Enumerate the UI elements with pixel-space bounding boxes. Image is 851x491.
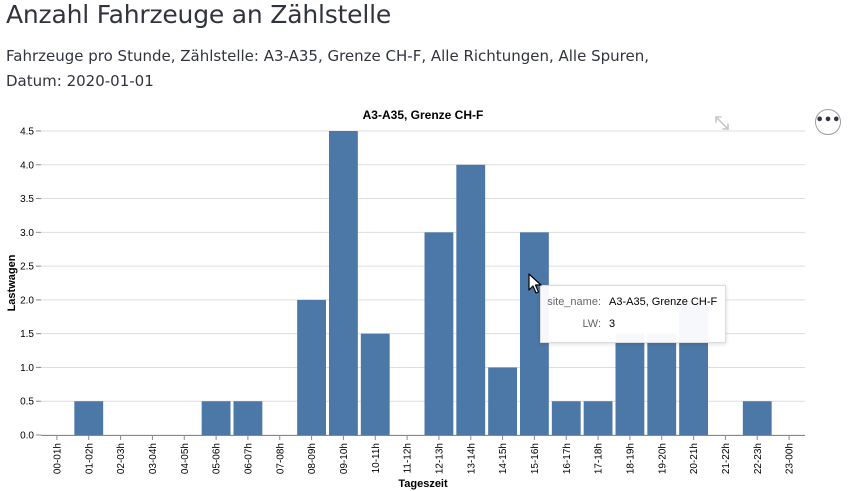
tooltip-value: A3-A35, Grenze CH-F (609, 296, 718, 308)
x-tick-label: 05-06h (212, 443, 223, 474)
bar[interactable] (329, 131, 358, 435)
x-tick-label: 11-12h (403, 443, 414, 473)
bar[interactable] (360, 333, 390, 435)
x-tick-label: 19-20h (657, 443, 668, 474)
expand-arrows-icon[interactable] (713, 114, 731, 132)
x-tick-label: 04-05h (180, 443, 191, 474)
y-tick-label: 3.5 (20, 194, 34, 205)
y-tick-label: 2.5 (20, 262, 34, 273)
tooltip-value: 3 (609, 318, 616, 330)
y-tick-label: 4.0 (20, 160, 34, 171)
y-axis-label: Lastwagen (6, 254, 18, 311)
x-tick-label: 09-10h (339, 443, 350, 474)
more-options-button[interactable]: ••• (815, 109, 841, 135)
y-tick-label: 4.5 (20, 127, 34, 138)
x-tick-label: 12-13h (434, 443, 445, 474)
y-tick-label: 1.5 (20, 329, 34, 340)
bar[interactable] (583, 401, 613, 435)
bar[interactable] (297, 299, 326, 435)
mouse-pointer-icon (528, 273, 542, 294)
x-axis: 00-01h 01-02h 02-03h 03-04h 04-05h 05-06h 06-0… (41, 435, 805, 474)
x-tick-label: 16-17h (562, 443, 573, 474)
x-tick-label: 23-00h (785, 443, 796, 474)
page-subtitle: Fahrzeuge pro Stunde, Zählstelle: A3-A35… (6, 47, 649, 90)
bar[interactable] (551, 401, 581, 435)
x-tick-label: 21-22h (721, 443, 732, 474)
bar[interactable] (456, 164, 486, 435)
bar[interactable] (615, 333, 645, 435)
bar[interactable] (201, 401, 231, 435)
x-tick-label: 14-15h (498, 443, 509, 474)
tooltip-row: site_name: A3-A35, Grenze CH-F (541, 296, 725, 310)
y-axis: 0.0 0.5 1.0 1.5 2.0 2.5 3.0 3.5 4.0 4.5 (20, 127, 41, 442)
x-tick-label: 18-19h (625, 443, 636, 474)
more-horizontal-icon: ••• (815, 112, 841, 128)
x-tick-label: 20-21h (689, 443, 700, 474)
y-tick-label: 3.0 (20, 228, 34, 239)
x-tick-label: 00-01h (52, 443, 63, 474)
tooltip-key: LW: (582, 318, 601, 330)
page-title: Anzahl Fahrzeuge an Zählstelle (6, 0, 392, 29)
bar[interactable] (233, 401, 263, 435)
x-tick-label: 13-14h (466, 443, 477, 474)
tooltip-row: LW: 3 (541, 318, 725, 332)
tooltip: site_name: A3-A35, Grenze CH-F LW: 3 (540, 285, 726, 343)
y-tick-label: 1.0 (20, 363, 34, 374)
y-tick-label: 0.0 (20, 431, 34, 442)
bar[interactable] (424, 232, 454, 435)
bar[interactable] (74, 401, 104, 435)
bars (74, 131, 772, 435)
x-tick-label: 01-02h (84, 443, 95, 474)
y-tick-label: 2.0 (20, 295, 34, 306)
x-tick-label: 07-08h (275, 443, 286, 474)
x-tick-label: 17-18h (594, 443, 605, 474)
x-tick-label: 08-09h (307, 443, 318, 474)
x-tick-label: 22-23h (753, 443, 764, 474)
bar[interactable] (488, 367, 517, 435)
x-tick-label: 06-07h (243, 443, 254, 474)
tooltip-key: site_name: (547, 296, 601, 308)
chart-title: A3-A35, Grenze CH-F (363, 108, 484, 122)
x-tick-label: 10-11h (371, 443, 382, 473)
x-tick-label: 15-16h (530, 443, 541, 474)
bar[interactable] (647, 333, 677, 435)
bar[interactable] (742, 401, 772, 435)
y-tick-label: 0.5 (20, 397, 34, 408)
x-tick-label: 02-03h (116, 443, 127, 474)
x-tick-label: 03-04h (148, 443, 159, 474)
x-axis-label: Tageszeit (398, 478, 448, 490)
